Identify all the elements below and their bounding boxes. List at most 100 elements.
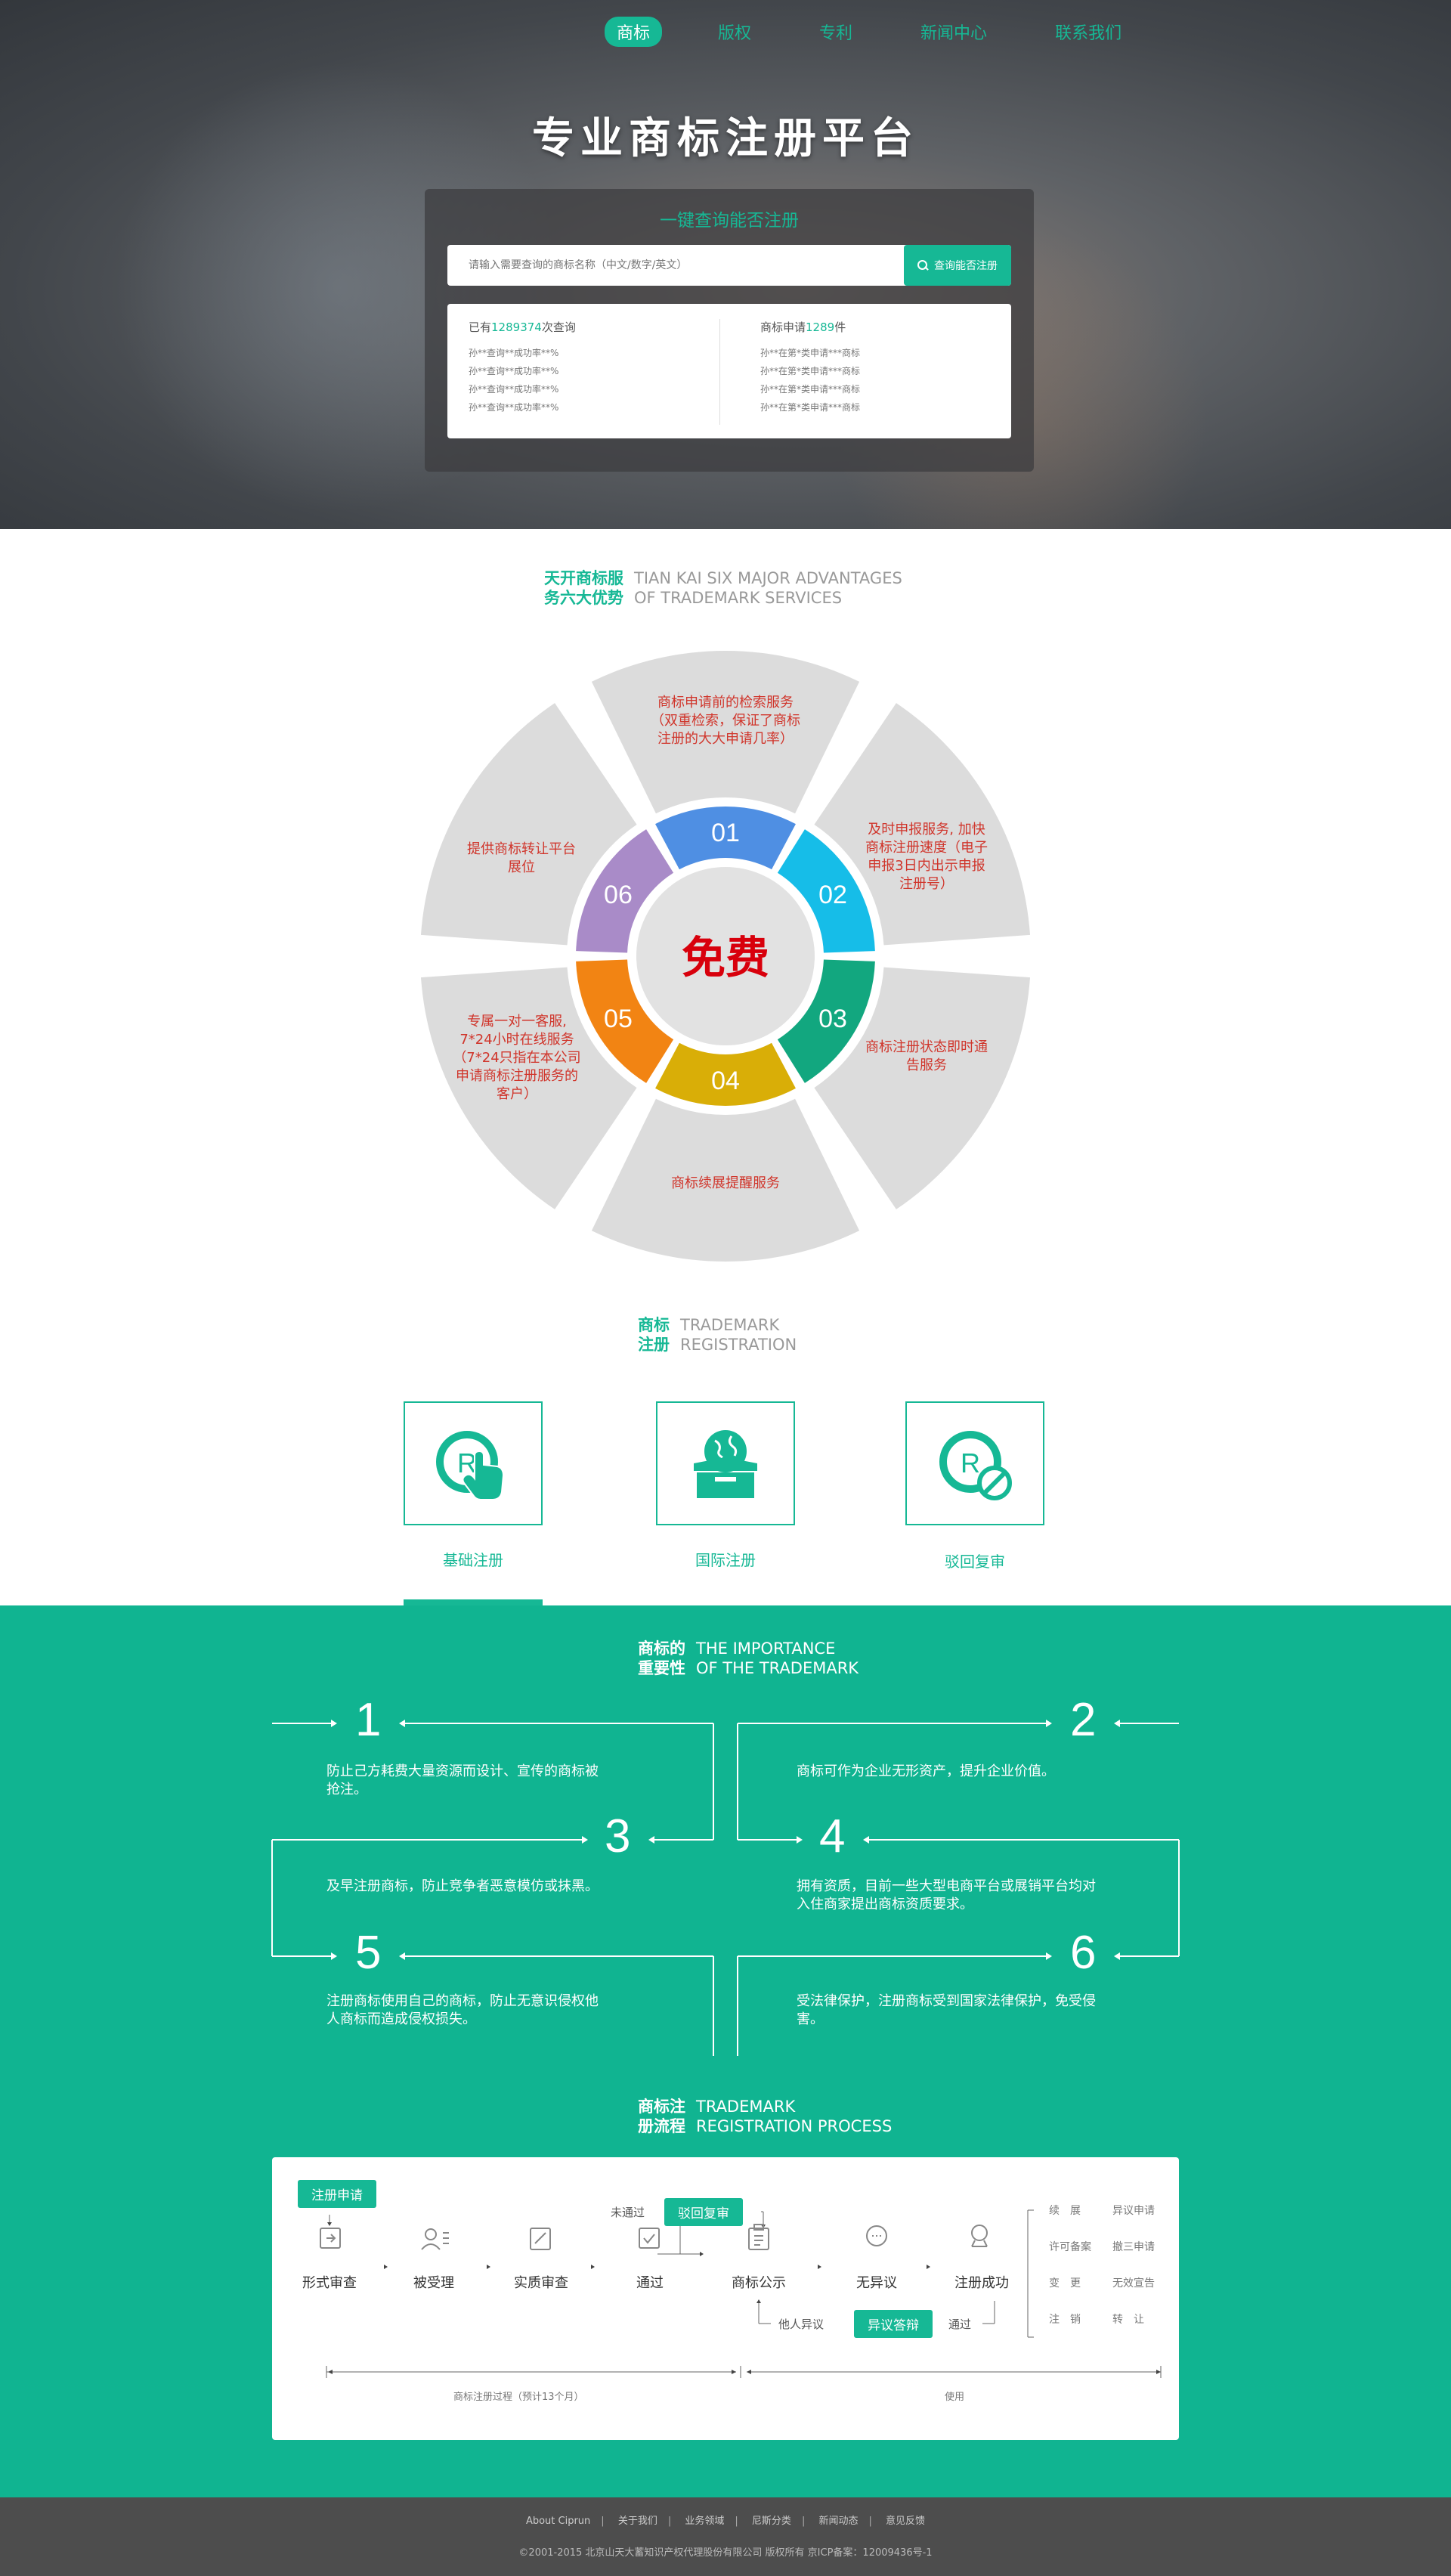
svg-text:R: R: [457, 1447, 477, 1478]
divider: [719, 319, 720, 425]
footer-link-business[interactable]: 业务领域: [685, 2516, 725, 2527]
advantage-text-01: 商标申请前的检索服务（双重检索，保证了商标注册的大大申请几率）: [651, 695, 800, 747]
importance-heading-en: THE IMPORTANCE OF THE TRADEMARK: [696, 1639, 859, 1677]
rejection-review-card[interactable]: R: [905, 1401, 1044, 1525]
importance-number-3: 3: [605, 1810, 631, 1862]
importance-number-4: 4: [819, 1810, 846, 1862]
wheel-number: 05: [604, 1005, 633, 1033]
importance-text-4: 拥有资质，目前一些大型电商平台或展销平台均对入住商家提出商标资质要求。: [797, 1878, 1096, 1912]
search-subtitle: 一键查询能否注册: [660, 211, 799, 231]
step-registered: 注册成功: [954, 2275, 1009, 2291]
search-box: 查询能否注册: [447, 245, 1011, 286]
objection-label: 他人异议: [778, 2317, 825, 2331]
advantages-heading-en: TIAN KAI SIX MAJOR ADVANTAGES OF TRADEMAR…: [634, 569, 902, 607]
list-item: 孙**在第*类申请***商标: [760, 402, 861, 413]
step-accepted: 被受理: [413, 2275, 454, 2291]
footer-links: About Ciprun | 关于我们 | 业务领域 | 尼斯分类 | 新闻动态 | 意见…: [525, 2516, 926, 2527]
international-registration-card[interactable]: [656, 1401, 795, 1525]
footer-link-feedback[interactable]: 意见反馈: [886, 2516, 926, 2527]
nav-item-news[interactable]: 新闻中心: [920, 24, 988, 43]
search-input[interactable]: [447, 245, 886, 286]
importance-text-6: 受法律保护，注册商标受到国家法律保护，免受侵害。: [797, 1993, 1096, 2027]
process-diagram: [320, 2209, 1162, 2378]
list-item: 孙**查询**成功率**%: [469, 402, 559, 413]
timeline-right-label: 使用: [945, 2392, 965, 2403]
footer-link-about-en[interactable]: About Ciprun: [525, 2516, 591, 2527]
svg-text:R: R: [961, 1447, 980, 1478]
nav-item-trademark[interactable]: 商标: [605, 17, 663, 47]
registration-heading-en: TRADEMARK REGISTRATION: [680, 1316, 797, 1354]
advantage-text-02: 及时申报服务, 加快商标注册速度（电子申报3日内出示申报注册号）: [865, 822, 988, 892]
footer-link-news[interactable]: 新闻动态: [818, 2516, 859, 2527]
reject-review-tag: 驳回复审: [664, 2198, 743, 2226]
wheel-outer-segment: [420, 967, 637, 1209]
wheel-outer-segment: [814, 703, 1031, 946]
after-objection-apply: 异议申请: [1112, 2205, 1155, 2217]
importance-text-3: 及早注册商标，防止竞争者恶意模仿或抹黑。: [326, 1878, 599, 1894]
wheel-number: 03: [818, 1005, 847, 1033]
trademark-forbidden-icon: R: [939, 1431, 1012, 1500]
apply-stats: 商标申请1289件 孙**在第*类申请***商标 孙**在第*类申请***商标 …: [760, 319, 860, 416]
wheel-outer-segment: [591, 651, 860, 814]
process-heading-en: TRADEMARK REGISTRATION PROCESS: [696, 2098, 893, 2135]
wheel-inner-segment: [576, 829, 674, 953]
search-icon: [917, 260, 928, 271]
basic-registration-label[interactable]: 基础注册: [443, 1551, 503, 1569]
advantages-heading-cn: 天开商标服 务六大优势: [544, 569, 623, 607]
search-button[interactable]: 查询能否注册: [904, 245, 1011, 286]
importance-heading: 商标的 重要性 THE IMPORTANCE OF THE TRADEMARK: [638, 1639, 859, 1678]
importance-lines: [271, 1720, 1180, 2056]
page-title: 专业商标注册平台: [532, 113, 919, 163]
query-stats-header: 已有1289374次查询: [469, 320, 576, 334]
advantage-text-04: 商标续展提醒服务: [671, 1175, 780, 1191]
search-button-label: 查询能否注册: [934, 260, 998, 272]
process-heading-cn: 商标注 册流程: [638, 2098, 685, 2135]
query-stats: 已有1289374次查询 孙**查询**成功率**% 孙**查询**成功率**%…: [469, 319, 576, 416]
apply-stats-header: 商标申请1289件: [760, 320, 846, 334]
active-tab-indicator: [404, 1599, 543, 1605]
timeline-left-label: 商标注册过程（预计13个月）: [453, 2392, 584, 2403]
footer-link-about[interactable]: 关于我们: [617, 2516, 657, 2527]
importance-heading-cn: 商标的 重要性: [638, 1639, 685, 1677]
wheel-inner-segment: [777, 829, 875, 953]
wheel-inner-segment: [777, 959, 875, 1083]
basic-registration-card[interactable]: R: [404, 1401, 543, 1525]
list-item: 孙**在第*类申请***商标: [760, 348, 861, 358]
process-panel: 注册申请 形式审查 被受理 实质审查 通过 商标公示 无异议 注册成功 未通过 …: [272, 2157, 1179, 2440]
importance-text-1: 防止己方耗费大量资源而设计、宣传的商标被抢注。: [326, 1763, 599, 1797]
importance-text-2: 商标可作为企业无形资产，提升企业价值。: [797, 1763, 1055, 1779]
list-item: 孙**在第*类申请***商标: [760, 366, 861, 376]
after-invalidate: 无效宣告: [1112, 2277, 1155, 2290]
search-panel: 一键查询能否注册 查询能否注册 已有1289374次查询 孙**查询**成功率*…: [425, 189, 1034, 472]
wheel-number: 04: [711, 1067, 740, 1095]
free-label: 免费: [681, 932, 769, 983]
advantage-text-06: 提供商标转让平台展位: [467, 841, 576, 875]
step-formal-review: 形式审查: [302, 2275, 357, 2291]
nav-item-contact[interactable]: 联系我们: [1055, 24, 1122, 43]
hero-banner: 商标 版权 专利 新闻中心 联系我们 专业商标注册平台 一键查询能否注册 查询能…: [0, 0, 1451, 529]
wheel-outer-segment: [420, 703, 637, 946]
after-renewal: 续 展: [1049, 2205, 1081, 2217]
after-license: 许可备案: [1049, 2241, 1091, 2253]
wheel-outer-segment: [814, 967, 1031, 1209]
nav-item-copyright[interactable]: 版权: [718, 24, 752, 43]
globe-box-icon: [694, 1430, 757, 1498]
wheel-number: 06: [604, 881, 633, 909]
trademark-hand-icon: R: [436, 1431, 505, 1500]
pass-label: 通过: [948, 2317, 972, 2331]
international-registration-label[interactable]: 国际注册: [695, 1551, 756, 1569]
step-no-objection: 无异议: [856, 2275, 897, 2291]
wheel-inner-segment: [655, 807, 796, 870]
not-passed-label: 未通过: [611, 2206, 645, 2219]
nav-item-patent[interactable]: 专利: [819, 24, 853, 43]
wheel-inner-segment: [655, 1042, 796, 1106]
wheel-number: 02: [818, 881, 847, 909]
list-item: 孙**查询**成功率**%: [469, 384, 559, 395]
rejection-review-label[interactable]: 驳回复审: [945, 1553, 1005, 1571]
advantage-text-03: 商标注册状态即时通告服务: [865, 1039, 988, 1073]
after-transfer: 转 让: [1112, 2314, 1144, 2326]
footer-link-nice[interactable]: 尼斯分类: [751, 2516, 791, 2527]
advantages-wheel: 01 02 03 04 05 06 免费 商标申请前的检索服务（双重检索，保证了商标注册的…: [419, 650, 1032, 1262]
step-passed: 通过: [636, 2275, 664, 2291]
wheel-inner-segment: [576, 959, 674, 1083]
